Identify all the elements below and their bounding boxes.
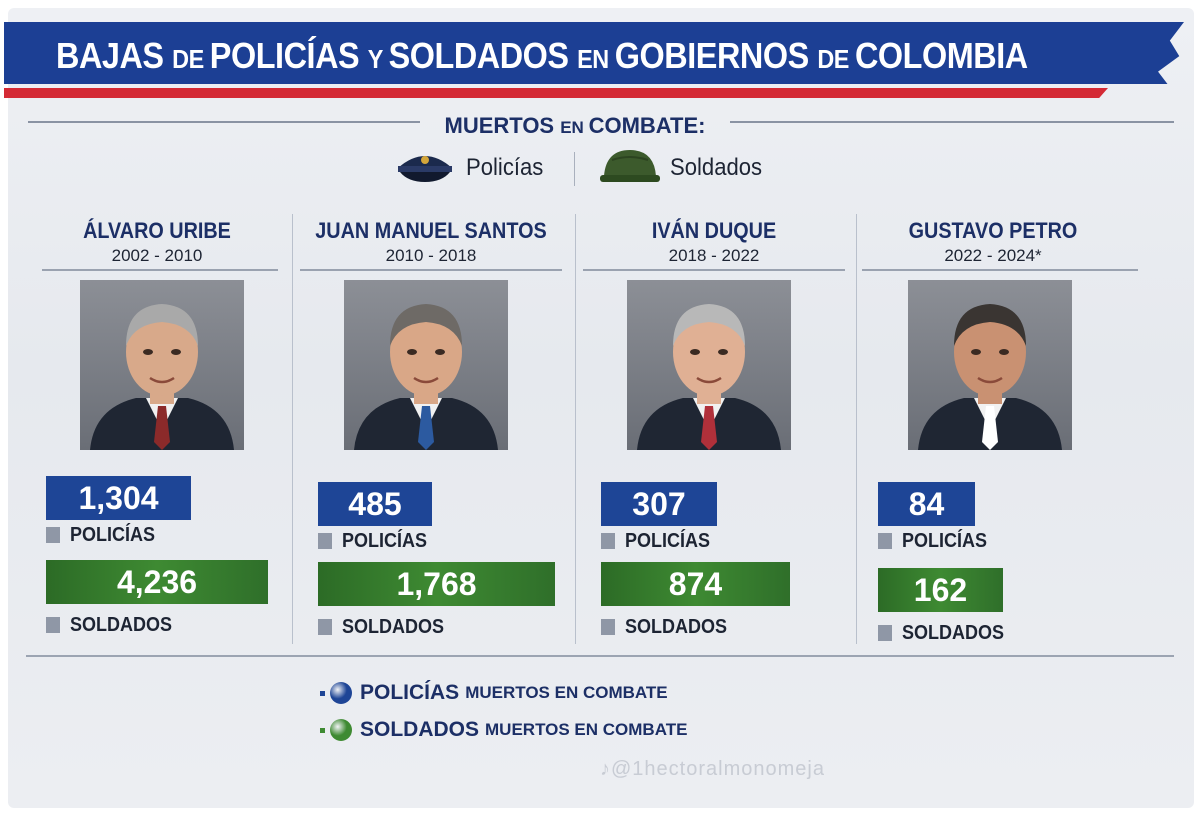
soldados-label-text: SOLDADOS bbox=[625, 616, 728, 638]
label-marker bbox=[878, 625, 892, 641]
soldados-value: 874 bbox=[601, 562, 790, 606]
label-marker bbox=[46, 527, 60, 543]
president-years: 2010 - 2018 bbox=[385, 246, 477, 265]
label-marker bbox=[318, 619, 332, 635]
policias-value: 84 bbox=[878, 482, 975, 526]
label-marker bbox=[46, 617, 60, 633]
subtitle-part: COMBATE: bbox=[588, 113, 706, 138]
subtitle-part: EN bbox=[560, 118, 589, 137]
title-word: SOLDADOS bbox=[388, 35, 578, 76]
president-years: 2018 - 2022 bbox=[668, 246, 760, 265]
label-marker bbox=[601, 533, 615, 549]
president-portrait bbox=[344, 280, 508, 450]
policias-label: POLICÍAS bbox=[318, 528, 436, 554]
legend-series-desc: MUERTOS EN COMBATE bbox=[485, 720, 688, 739]
legend-separator bbox=[574, 152, 575, 186]
policias-value: 1,304 bbox=[46, 476, 191, 520]
soldados-label-text: SOLDADOS bbox=[70, 614, 173, 636]
legend-policias: Policías bbox=[392, 146, 550, 190]
watermark: ♪@1hectoralmonomeja bbox=[600, 758, 825, 780]
policias-label-text: POLICÍAS bbox=[902, 530, 988, 552]
policias-label-text: POLICÍAS bbox=[342, 530, 428, 552]
legend-series-name: SOLDADOS bbox=[360, 718, 480, 741]
policias-value: 485 bbox=[318, 482, 432, 526]
title-banner bbox=[4, 22, 1184, 84]
title-word: DE bbox=[172, 44, 210, 74]
label-marker bbox=[601, 619, 615, 635]
legend-tick bbox=[320, 727, 325, 733]
legend-soldados-label: Soldados bbox=[670, 154, 763, 181]
policias-label: POLICÍAS bbox=[878, 528, 996, 554]
soldados-label: SOLDADOS bbox=[601, 614, 738, 640]
policias-label-text: POLICÍAS bbox=[70, 524, 156, 546]
subtitle-rule-right bbox=[730, 121, 1174, 123]
soldados-label: SOLDADOS bbox=[878, 620, 1015, 646]
title-word: COLOMBIA bbox=[854, 35, 1028, 76]
president-column: JUAN MANUEL SANTOS 2010 - 2018 485 POLICÍAS… bbox=[300, 214, 562, 644]
column-divider bbox=[856, 214, 857, 644]
policias-value: 307 bbox=[601, 482, 717, 526]
president-portrait bbox=[908, 280, 1072, 450]
soldados-value: 1,768 bbox=[318, 562, 555, 606]
policias-label: POLICÍAS bbox=[46, 522, 164, 548]
blue-dot-icon bbox=[330, 682, 352, 704]
president-name: IVÁN DUQUE bbox=[651, 218, 777, 243]
name-underline bbox=[583, 269, 845, 271]
policias-label-text: POLICÍAS bbox=[625, 530, 711, 552]
subtitle-rule-left bbox=[28, 121, 420, 123]
legend-soldados-bottom: SOLDADOS MUERTOS EN COMBATE bbox=[320, 716, 687, 744]
legend-tick bbox=[320, 690, 325, 696]
title-word: POLICÍAS bbox=[209, 35, 368, 76]
label-marker bbox=[318, 533, 332, 549]
president-years: 2002 - 2010 bbox=[111, 246, 203, 265]
red-stripe bbox=[4, 88, 1108, 98]
title-word: DE bbox=[817, 44, 855, 74]
soldados-label-text: SOLDADOS bbox=[342, 616, 445, 638]
president-column: GUSTAVO PETRO 2022 - 2024* 84 POLICÍAS 162 SO… bbox=[862, 214, 1138, 646]
legend-series-desc: MUERTOS EN COMBATE bbox=[465, 683, 668, 702]
subtitle: MUERTOS EN COMBATE: bbox=[430, 113, 720, 139]
title-word: Y bbox=[367, 44, 389, 74]
subtitle-part: MUERTOS bbox=[444, 113, 561, 138]
bottom-rule bbox=[26, 655, 1174, 657]
column-divider bbox=[292, 214, 293, 644]
soldados-label: SOLDADOS bbox=[318, 614, 455, 640]
president-name: ÁLVARO URIBE bbox=[83, 218, 231, 243]
president-portrait bbox=[627, 280, 791, 450]
soldados-value: 4,236 bbox=[46, 560, 268, 604]
column-divider bbox=[575, 214, 576, 644]
president-column: IVÁN DUQUE 2018 - 2022 307 POLICÍAS 874 SOLDA… bbox=[583, 214, 845, 644]
soldier-helmet-icon bbox=[598, 146, 662, 191]
legend-series-name: POLICÍAS bbox=[360, 681, 460, 704]
legend-soldados: Soldados bbox=[598, 146, 770, 190]
title-word: GOBIERNOS bbox=[614, 35, 818, 76]
legend-policias-bottom: POLICÍAS MUERTOS EN COMBATE bbox=[320, 679, 668, 707]
president-name: JUAN MANUEL SANTOS bbox=[315, 218, 547, 243]
green-dot-icon bbox=[330, 719, 352, 741]
soldados-label-text: SOLDADOS bbox=[902, 622, 1005, 644]
president-portrait bbox=[80, 280, 244, 450]
name-underline bbox=[300, 269, 562, 271]
name-underline bbox=[42, 269, 278, 271]
legend-policias-label: Policías bbox=[466, 154, 544, 181]
title-word: BAJAS bbox=[56, 35, 173, 76]
president-column: ÁLVARO URIBE 2002 - 2010 1,304 POLICÍAS 4,23… bbox=[26, 214, 288, 644]
soldados-value: 162 bbox=[878, 568, 1003, 612]
name-underline bbox=[862, 269, 1138, 271]
page-title: BAJAS DE POLICÍAS Y SOLDADOS EN GOBIERNO… bbox=[56, 31, 1028, 81]
president-name: GUSTAVO PETRO bbox=[908, 218, 1078, 243]
label-marker bbox=[878, 533, 892, 549]
soldados-label: SOLDADOS bbox=[46, 612, 183, 638]
president-years: 2022 - 2024* bbox=[944, 246, 1042, 265]
title-word: EN bbox=[577, 44, 615, 74]
policias-label: POLICÍAS bbox=[601, 528, 719, 554]
police-cap-icon bbox=[392, 146, 458, 191]
